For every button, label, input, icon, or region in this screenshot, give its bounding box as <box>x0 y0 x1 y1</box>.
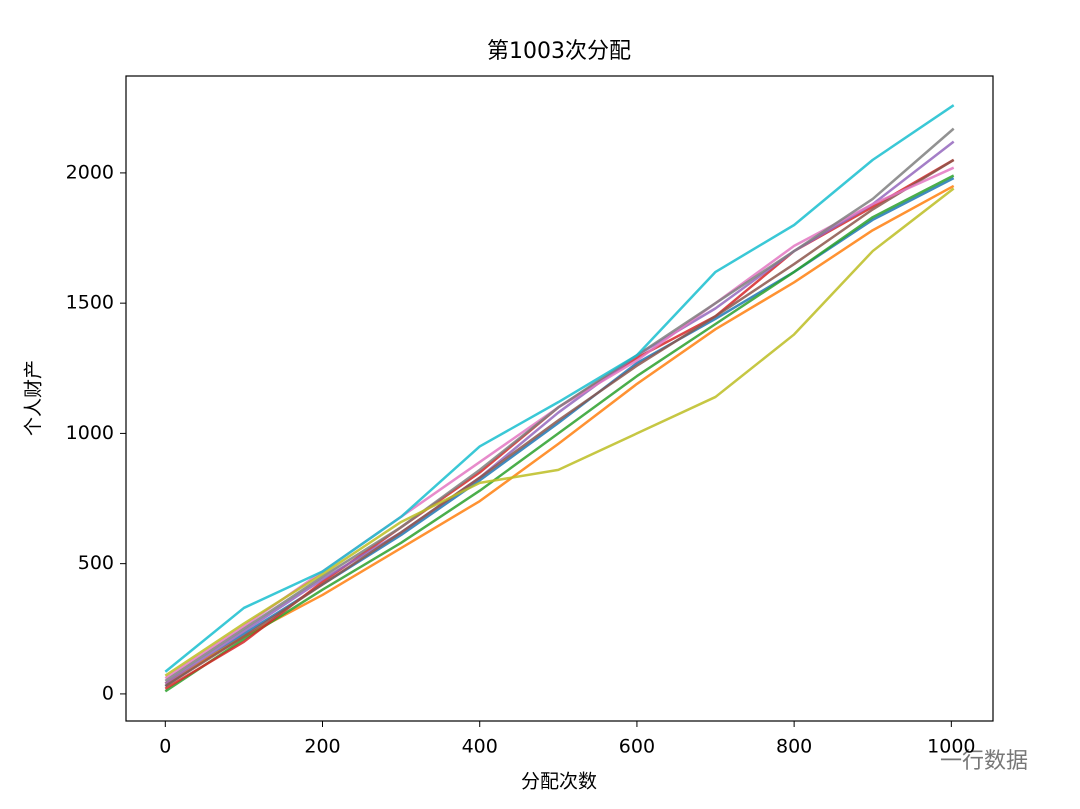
y-axis-label: 个人财产 <box>23 360 45 436</box>
series-line <box>164 127 955 682</box>
x-tick-label: 800 <box>776 736 812 758</box>
x-axis-label: 分配次数 <box>521 771 597 793</box>
x-tick-label: 400 <box>462 736 498 758</box>
y-tick-label: 2000 <box>66 161 114 183</box>
x-tick-label: 0 <box>159 736 171 758</box>
axes-frame <box>125 75 994 722</box>
series-line <box>164 184 955 685</box>
series-line <box>164 140 955 685</box>
watermark: 一行数据 <box>940 749 1028 774</box>
chart-title: 第1003次分配 <box>487 39 631 64</box>
y-tick-label: 1000 <box>66 422 114 444</box>
x-tick-label: 600 <box>619 736 655 758</box>
series-line <box>164 174 955 693</box>
x-tick-label: 1000 <box>927 736 975 758</box>
plot-area <box>164 104 955 693</box>
series-line <box>164 104 955 673</box>
series-line <box>164 158 955 688</box>
series-line <box>164 187 955 677</box>
x-tick-label: 200 <box>304 736 340 758</box>
y-tick-label: 1500 <box>66 292 114 314</box>
y-tick-label: 0 <box>102 682 114 704</box>
y-tick-label: 500 <box>78 552 114 574</box>
